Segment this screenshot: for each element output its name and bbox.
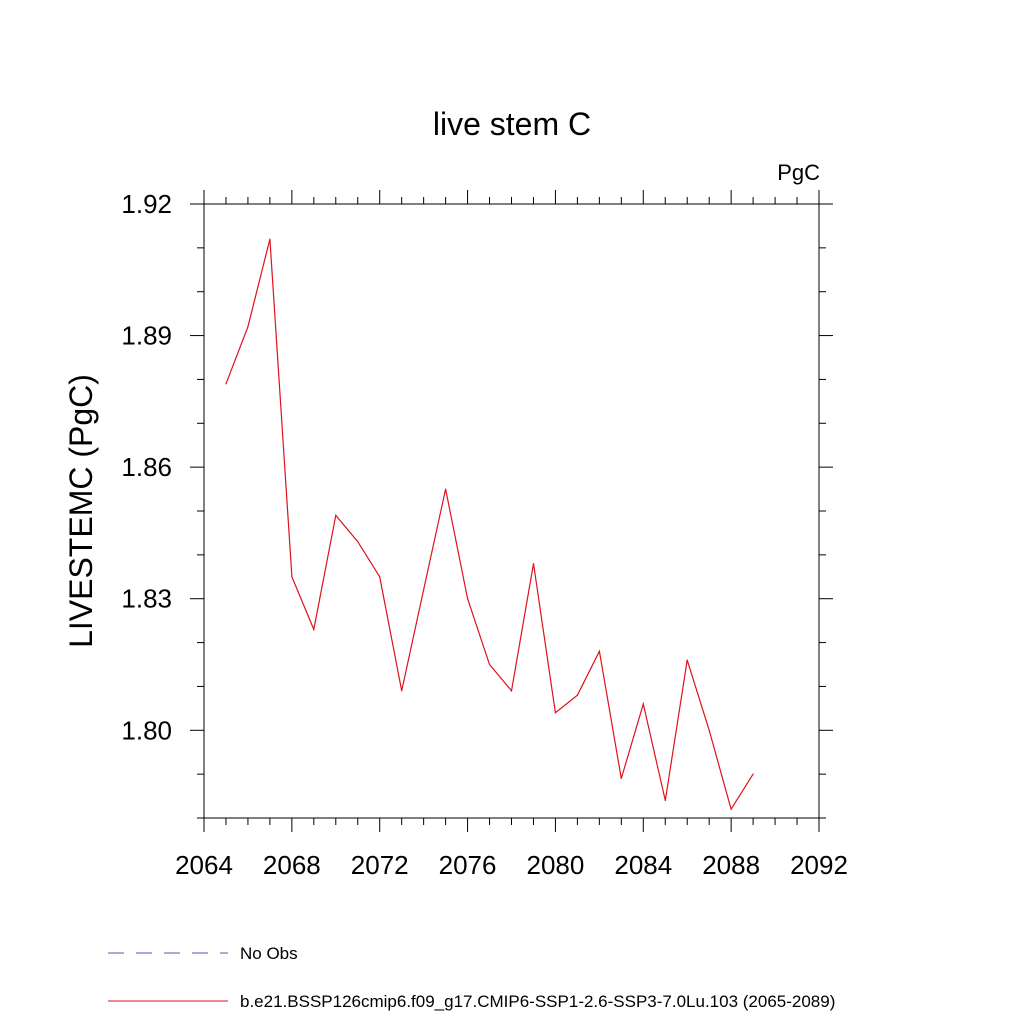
x-tick-label: 2088 bbox=[702, 850, 760, 880]
x-tick-label: 2076 bbox=[439, 850, 497, 880]
y-tick-label: 1.83 bbox=[121, 584, 172, 614]
axis-ticks: 2064 2068 2072 2076 2080 2084 2088 2092 1.80 1.83… bbox=[121, 189, 848, 880]
data-point bbox=[269, 238, 271, 240]
x-tick-label: 2092 bbox=[790, 850, 848, 880]
data-point bbox=[620, 777, 622, 780]
data-point bbox=[532, 563, 535, 565]
data-point bbox=[488, 663, 491, 666]
data-point bbox=[510, 690, 513, 692]
x-tick-label: 2084 bbox=[614, 850, 672, 880]
x-tick-label: 2064 bbox=[175, 850, 233, 880]
data-point bbox=[423, 589, 425, 591]
data-point bbox=[708, 729, 710, 731]
series-layer bbox=[225, 238, 754, 811]
data-point bbox=[445, 488, 447, 490]
data-point bbox=[401, 690, 403, 692]
data-point bbox=[357, 541, 359, 543]
series-line bbox=[225, 238, 754, 811]
legend-label: b.e21.BSSP126cmip6.f09_g17.CMIP6-SSP1-2.… bbox=[240, 992, 835, 1011]
y-tick-label: 1.86 bbox=[121, 452, 172, 482]
data-point bbox=[752, 773, 754, 775]
x-tick-label: 2068 bbox=[263, 850, 321, 880]
data-point bbox=[313, 628, 315, 631]
data-point bbox=[576, 694, 578, 696]
data-point bbox=[247, 326, 249, 328]
data-point bbox=[225, 383, 227, 385]
data-point bbox=[730, 808, 732, 810]
legend: No Obs b.e21.BSSP126cmip6.f09_g17.CMIP6-S… bbox=[108, 944, 835, 1011]
y-tick-label: 1.92 bbox=[121, 189, 172, 219]
legend-label: No Obs bbox=[240, 944, 298, 963]
x-tick-label: 2072 bbox=[351, 850, 409, 880]
data-point bbox=[686, 659, 688, 661]
x-tick-label: 2080 bbox=[527, 850, 585, 880]
y-tick-label: 1.80 bbox=[121, 715, 172, 745]
data-point bbox=[554, 712, 557, 714]
plot-frame bbox=[203, 203, 820, 819]
y-tick-label: 1.89 bbox=[121, 321, 172, 351]
data-point bbox=[664, 799, 666, 802]
y-axis-label: LIVESTEMC (PgC) bbox=[63, 374, 99, 648]
data-point bbox=[335, 514, 337, 516]
data-point bbox=[642, 703, 644, 705]
data-point bbox=[466, 598, 469, 600]
data-point bbox=[598, 650, 600, 652]
chart-title: live stem C bbox=[433, 106, 591, 142]
data-point bbox=[291, 576, 293, 578]
data-point bbox=[379, 576, 381, 578]
units-label: PgC bbox=[777, 160, 820, 185]
